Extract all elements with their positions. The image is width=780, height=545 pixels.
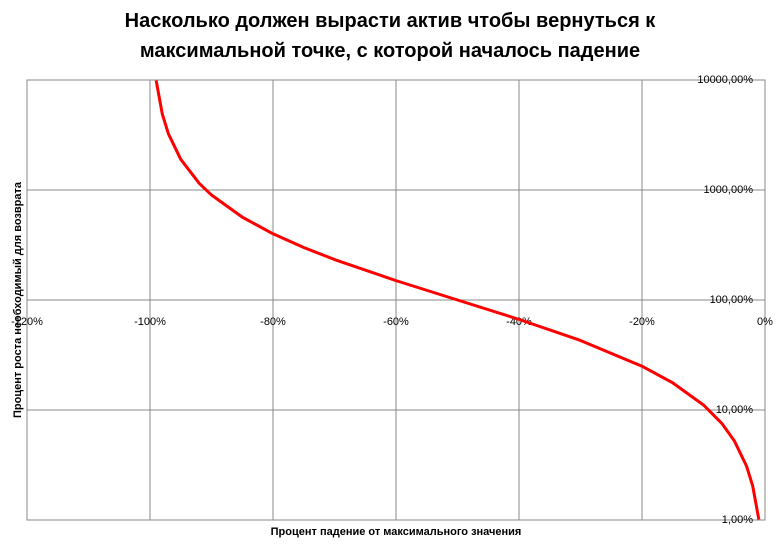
chart-title: Насколько должен вырасти актив чтобы вер… (124, 10, 656, 62)
x-tick-label: -100% (134, 316, 166, 328)
x-tick-label: -120% (11, 316, 43, 328)
x-axis-title: Процент падение от максимального значени… (271, 526, 522, 538)
x-tick-label: -60% (383, 316, 409, 328)
x-tick-label: 0% (757, 316, 773, 328)
y-tick-label: 10,00% (716, 404, 754, 416)
y-axis-title: Процент роста необходимый для возврата (12, 181, 24, 418)
y-tick-label: 10000,00% (697, 74, 753, 86)
line-series (154, 80, 761, 520)
y-tick-label: 1000,00% (703, 184, 753, 196)
y-tick-label: 1,00% (722, 514, 753, 526)
x-tick-label: -80% (260, 316, 286, 328)
y-tick-label: 100,00% (710, 294, 754, 306)
x-tick-label: -20% (629, 316, 655, 328)
